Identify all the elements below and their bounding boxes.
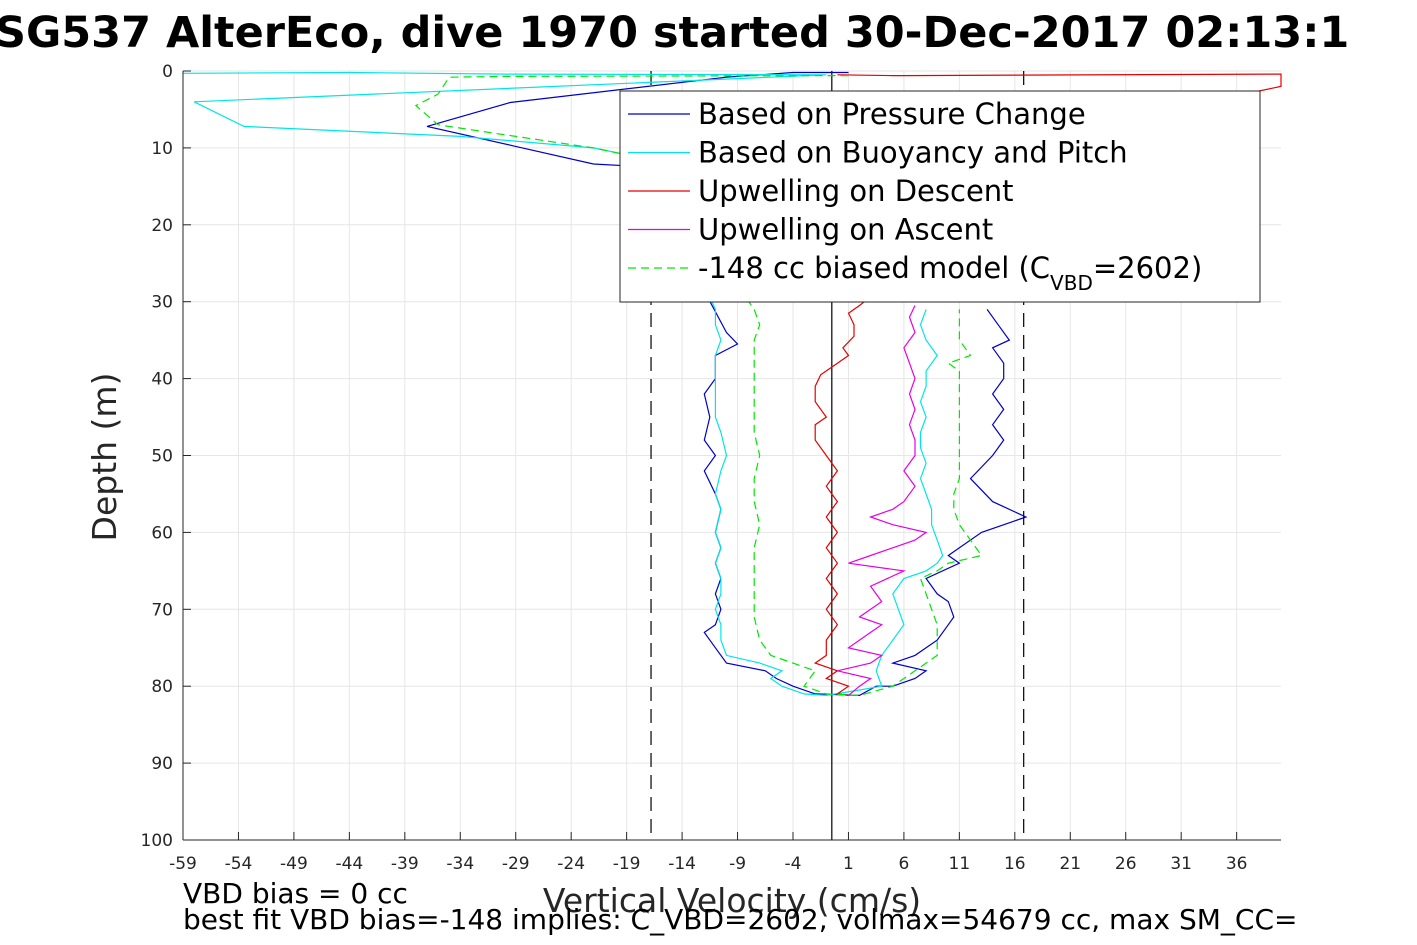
axes [182, 70, 1281, 841]
x-tick-label: 16 [1004, 854, 1026, 874]
x-tick-label: -59 [169, 854, 197, 874]
x-tick-label: 11 [949, 854, 971, 874]
y-tick-label: 40 [151, 370, 173, 390]
legend-label-3: Upwelling on Descent [698, 174, 1014, 208]
legend: Based on Pressure Change Based on Buoyanc… [619, 90, 1261, 303]
x-tick-label: -9 [729, 854, 746, 874]
y-tick-labels: 0 10 20 30 40 50 60 70 80 90 100 [141, 62, 173, 851]
legend-label-4: Upwelling on Ascent [698, 213, 993, 247]
x-tick-label: 31 [1170, 854, 1192, 874]
x-tick-labels: -59 -54 -49 -44 -39 -34 -29 -24 -19 -14 -9 -4 1 6 11 16… [169, 854, 1247, 874]
legend-label-2: Based on Buoyancy and Pitch [698, 136, 1128, 170]
y-tick-label: 20 [151, 216, 173, 236]
x-tick-label: 26 [1115, 854, 1137, 874]
x-tick-label: -19 [613, 854, 641, 874]
x-tick-label: 6 [898, 854, 909, 874]
y-tick-label: 10 [151, 139, 173, 159]
footer-line-2: best fit VBD bias=-148 implies: C_VBD=26… [183, 903, 1297, 936]
chart-title: SG537 AlterEco, dive 1970 started 30-Dec… [0, 8, 1349, 58]
series-layer [182, 71, 1282, 697]
x-tick-label: -29 [502, 854, 530, 874]
y-tick-label: 50 [151, 447, 173, 467]
x-tick-label: -54 [225, 854, 253, 874]
x-tick-label: -44 [335, 854, 363, 874]
y-tick-label: 100 [141, 831, 173, 851]
y-tick-label: 30 [151, 293, 173, 313]
legend-suffix: =2602) [1093, 251, 1202, 285]
y-axis-label: Depth (m) [85, 373, 124, 542]
x-tick-label: 21 [1059, 854, 1081, 874]
footer-line-1: VBD bias = 0 cc [183, 877, 408, 910]
x-tick-label: -14 [668, 854, 696, 874]
x-tick-label: -49 [280, 854, 308, 874]
legend-label-1: Based on Pressure Change [698, 97, 1086, 131]
legend-box [619, 90, 1261, 303]
y-tick-label: 70 [151, 600, 173, 620]
x-tick-label: 1 [843, 854, 854, 874]
y-tick-label: 90 [151, 754, 173, 774]
series-line-4 [837, 305, 928, 696]
legend-subscript: VBD [1050, 271, 1093, 295]
x-axis-label: Vertical Velocity (cm/s) [543, 881, 921, 920]
x-tick-label: -34 [446, 854, 474, 874]
y-tick-label: 0 [162, 62, 173, 82]
y-tick-label: 60 [151, 523, 173, 543]
x-tick-label: -4 [785, 854, 802, 874]
x-tick-label: -39 [391, 854, 419, 874]
x-tick-label: -24 [557, 854, 585, 874]
x-tick-label: 36 [1226, 854, 1248, 874]
series-line-2 [182, 71, 944, 697]
series-line-5 [414, 75, 983, 697]
y-tick-label: 80 [151, 677, 173, 697]
